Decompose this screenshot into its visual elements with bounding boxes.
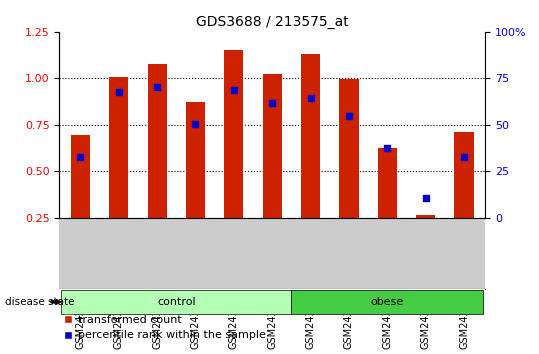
Bar bbox=[378, 148, 397, 218]
Point bbox=[268, 101, 277, 106]
Point bbox=[421, 195, 430, 201]
Bar bbox=[416, 215, 435, 218]
Bar bbox=[340, 79, 358, 218]
Point bbox=[344, 114, 353, 119]
Bar bbox=[109, 78, 128, 218]
Bar bbox=[71, 135, 90, 218]
Bar bbox=[301, 54, 320, 218]
Point bbox=[114, 90, 123, 95]
Bar bbox=[224, 50, 244, 218]
Text: obese: obese bbox=[371, 297, 404, 307]
Point bbox=[153, 84, 161, 90]
Title: GDS3688 / 213575_at: GDS3688 / 213575_at bbox=[196, 16, 349, 29]
Bar bbox=[186, 102, 205, 218]
Text: control: control bbox=[157, 297, 196, 307]
Bar bbox=[454, 132, 474, 218]
Bar bbox=[262, 74, 282, 218]
Text: disease state: disease state bbox=[5, 297, 75, 307]
Point bbox=[230, 87, 238, 93]
Point bbox=[383, 145, 392, 151]
Point bbox=[460, 154, 468, 160]
FancyBboxPatch shape bbox=[61, 290, 292, 314]
Bar bbox=[148, 64, 167, 218]
Point bbox=[306, 95, 315, 101]
Point bbox=[191, 121, 200, 127]
Point bbox=[76, 154, 85, 160]
Legend: transformed count, percentile rank within the sample: transformed count, percentile rank withi… bbox=[59, 310, 271, 345]
FancyBboxPatch shape bbox=[292, 290, 483, 314]
